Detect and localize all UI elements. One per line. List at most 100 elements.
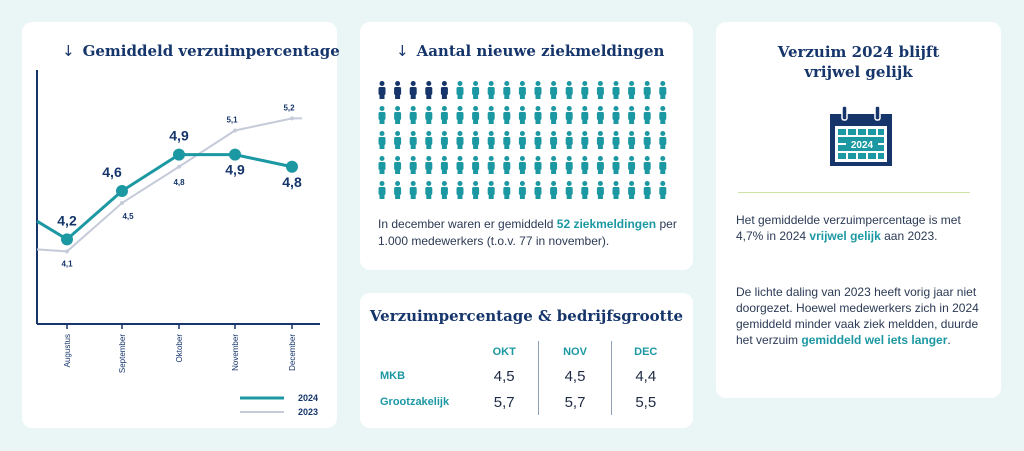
person-icon: [487, 181, 495, 199]
person-icon: [378, 81, 386, 99]
person-icon: [487, 106, 495, 124]
person-icon: [550, 181, 558, 199]
summary-paragraph-2: De lichte daling van 2023 heeft vorig ja…: [736, 285, 979, 347]
x-tick-label: September: [118, 334, 127, 373]
person-icon: [643, 181, 651, 199]
data-label-2023: 4,8: [173, 178, 185, 187]
person-icon: [628, 181, 636, 199]
person-icon: [518, 181, 526, 199]
person-icon: [409, 106, 417, 124]
person-icon: [425, 106, 433, 124]
person-icon: [394, 156, 402, 174]
series-2024-point: [61, 233, 73, 246]
person-icon: [394, 131, 402, 149]
person-icon: [409, 81, 417, 99]
person-icon: [534, 156, 542, 174]
people-card: ↓ Aantal nieuwe ziekmeldingen In december…: [360, 22, 693, 270]
person-icon: [534, 131, 542, 149]
series-2024-point: [229, 148, 241, 161]
column-header: OKT: [492, 346, 516, 358]
person-icon: [581, 131, 589, 149]
person-icon: [472, 131, 480, 149]
legend-label-2023: 2023: [298, 407, 318, 417]
person-icon: [612, 181, 620, 199]
series-2023-point: [65, 249, 69, 254]
person-icon: [643, 106, 651, 124]
data-label-2024: 4,2: [57, 212, 77, 228]
data-label-2024: 4,9: [225, 162, 245, 178]
data-label-2023: 5,2: [283, 103, 295, 112]
size-table: OKT NOV DEC MKB 4,5 4,5 4,4 Grootzakelij…: [380, 341, 680, 415]
person-icon: [518, 81, 526, 99]
person-icon: [612, 131, 620, 149]
column-header: DEC: [610, 341, 680, 363]
person-icon: [550, 131, 558, 149]
person-icon: [409, 156, 417, 174]
person-icon: [378, 181, 386, 199]
column-header: NOV: [538, 341, 612, 363]
series-2024-point: [173, 148, 185, 161]
person-icon: [472, 181, 480, 199]
person-icon: [581, 181, 589, 199]
table-cell: 4,4: [610, 363, 680, 389]
person-icon: [550, 81, 558, 99]
person-icon: [581, 81, 589, 99]
person-icon: [518, 131, 526, 149]
people-title: ↓ Aantal nieuwe ziekmeldingen: [396, 42, 665, 60]
person-icon: [487, 81, 495, 99]
line-chart: Augustus September Oktober November December…: [36, 70, 320, 417]
person-icon: [378, 156, 386, 174]
person-icon: [487, 131, 495, 149]
person-icon: [534, 181, 542, 199]
person-icon: [550, 156, 558, 174]
person-icon: [534, 106, 542, 124]
person-icon: [378, 106, 386, 124]
person-icon: [440, 156, 448, 174]
people-grid: [378, 81, 667, 199]
person-icon: [425, 131, 433, 149]
person-icon: [596, 181, 604, 199]
person-icon: [487, 156, 495, 174]
person-icon: [394, 181, 402, 199]
table-row: Grootzakelijk 5,7 5,7 5,5: [380, 389, 680, 415]
person-icon: [612, 81, 620, 99]
person-icon: [596, 81, 604, 99]
data-label-2024: 4,6: [102, 164, 122, 180]
table-cell: 5,7: [493, 393, 515, 411]
person-icon: [503, 131, 511, 149]
summary-paragraph-1: Het gemiddelde verzuimpercentage is met …: [736, 213, 961, 243]
summary-card: Verzuim 2024 blijft vrijwel gelijk 2024 …: [716, 22, 1001, 398]
person-icon: [643, 81, 651, 99]
person-icon: [440, 181, 448, 199]
person-icon: [409, 181, 417, 199]
person-icon: [659, 131, 667, 149]
data-label-2024: 4,8: [282, 174, 302, 190]
person-icon: [581, 156, 589, 174]
person-icon: [378, 131, 386, 149]
person-icon: [643, 156, 651, 174]
person-icon: [659, 81, 667, 99]
person-icon: [628, 156, 636, 174]
person-icon: [565, 106, 573, 124]
person-icon: [565, 156, 573, 174]
table-cell: 4,5: [493, 367, 515, 385]
person-icon: [643, 131, 651, 149]
person-icon: [440, 106, 448, 124]
person-icon: [628, 131, 636, 149]
person-icon: [503, 81, 511, 99]
person-icon: [425, 181, 433, 199]
size-card: Verzuimpercentage & bedrijfsgrootte OKT …: [360, 293, 693, 428]
legend-label-2024: 2024: [298, 393, 318, 403]
table-header-row: OKT NOV DEC: [380, 341, 680, 363]
person-icon: [565, 81, 573, 99]
person-icon: [409, 131, 417, 149]
series-2023-point: [120, 201, 124, 206]
person-icon: [440, 81, 448, 99]
summary-title: Verzuim 2024 blijft vrijwel gelijk: [777, 43, 940, 81]
person-icon: [518, 106, 526, 124]
data-label-2023: 5,1: [226, 115, 238, 124]
table-cell: 5,5: [610, 389, 680, 415]
person-icon: [550, 106, 558, 124]
people-stat-text: In december waren er gemiddeld 52 ziekme…: [378, 217, 677, 248]
table-cell: 4,5: [538, 363, 612, 389]
